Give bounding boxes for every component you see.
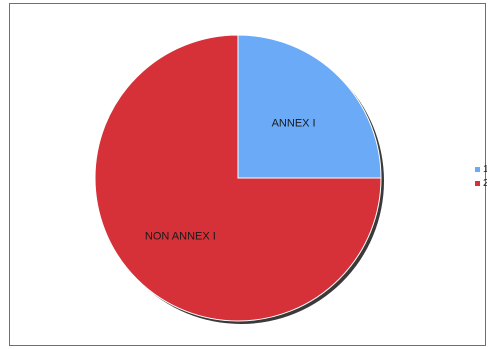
legend-swatch-1 bbox=[475, 167, 480, 172]
pie-slices bbox=[94, 34, 382, 322]
legend-label-1: 1 bbox=[483, 164, 487, 175]
slice-label-1: ANNEX I bbox=[272, 117, 316, 129]
slice-label-2: NON ANNEX I bbox=[145, 231, 216, 243]
pie-labels: ANNEX I NON ANNEX I bbox=[145, 117, 316, 242]
pie-slice-2 bbox=[94, 34, 382, 322]
pie-slice-1 bbox=[237, 34, 382, 179]
legend: 12 bbox=[475, 164, 487, 189]
legend-label-2: 2 bbox=[483, 178, 487, 189]
legend-swatch-2 bbox=[475, 181, 480, 186]
